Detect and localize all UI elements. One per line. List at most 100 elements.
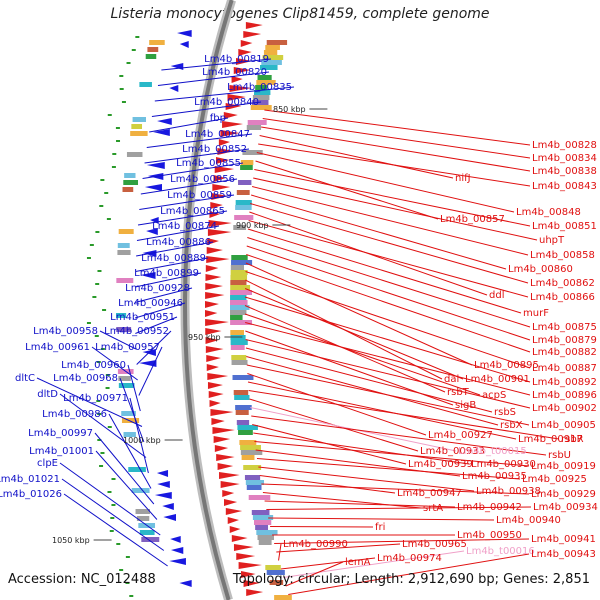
cog-category-block: [240, 450, 263, 455]
right-gene-label: dal: [444, 374, 459, 385]
misc-feature-mark: [105, 387, 110, 389]
misc-feature-mark: [105, 374, 110, 376]
left-label-line: [135, 257, 209, 272]
right-gene-label: srtA: [423, 503, 443, 514]
plus-strand-gene-arrow: [217, 463, 234, 470]
minus-strand-gene-arrow: [140, 272, 156, 279]
cog-category-block: [254, 520, 272, 525]
left-label-line: [146, 133, 253, 148]
right-label-line: [280, 557, 376, 570]
left-label-line: [95, 450, 158, 520]
misc-feature-mark: [121, 101, 126, 103]
right-gene-label: Lm4b_00902: [532, 403, 597, 414]
cog-category-block: [230, 345, 245, 350]
cog-category-block: [274, 595, 292, 600]
right-label-line: [261, 126, 531, 172]
right-label-line: [253, 432, 470, 465]
cog-category-block: [234, 395, 250, 400]
left-gene-label: Lm4b_00971: [63, 393, 128, 404]
cog-category-block: [233, 390, 249, 395]
misc-feature-mark: [107, 114, 112, 116]
right-gene-label: uhpT: [539, 235, 565, 246]
right-gene-label: Lm4b_00866: [530, 292, 595, 303]
plus-strand-gene-arrow: [205, 310, 218, 317]
plus-strand-gene-arrow: [212, 427, 235, 434]
left-gene-label: Lm4b_00852: [182, 144, 247, 155]
right-gene-label: rsbS: [494, 407, 516, 418]
cog-category-block: [244, 475, 261, 480]
left-label-line: [63, 493, 168, 567]
right-label-line: [258, 143, 531, 187]
misc-feature-mark: [104, 192, 109, 194]
plus-strand-gene-arrow: [207, 238, 219, 245]
cog-category-block: [245, 480, 265, 485]
scale-tick-label: 1000 kbp: [123, 436, 161, 445]
right-gene-label: Lm4b_00935: [462, 471, 527, 482]
plus-strand-gene-arrow: [207, 382, 223, 389]
left-gene-label: Lm4b_00997: [28, 428, 93, 439]
right-label-line: [278, 543, 282, 561]
right-label-line: [285, 561, 344, 587]
cog-category-block: [123, 432, 136, 437]
plus-strand-gene-arrow: [213, 175, 226, 182]
right-label-line: [270, 526, 374, 528]
plus-strand-gene-arrow: [240, 40, 253, 47]
cog-category-block: [255, 525, 269, 530]
plus-strand-gene-arrow: [205, 265, 219, 272]
right-label-line: [256, 458, 521, 480]
left-gene-label: Lm4b_00968: [53, 373, 118, 384]
cog-category-block: [230, 315, 243, 320]
left-label-line: [161, 58, 272, 71]
right-label-line: [250, 203, 529, 284]
minus-strand-gene-arrow: [146, 228, 158, 235]
minus-strand-gene-arrow: [154, 492, 172, 499]
misc-feature-mark: [119, 88, 124, 90]
right-label-line: [254, 169, 531, 227]
right-gene-label: Lm4b_00843: [532, 181, 597, 192]
cog-category-block: [234, 215, 254, 220]
cog-category-block: [118, 376, 131, 381]
cog-category-block: [122, 187, 134, 192]
right-gene-label: rsbR: [561, 434, 584, 445]
right-gene-label: Lm4b_00879: [532, 335, 597, 346]
cog-category-block: [255, 85, 268, 90]
misc-feature-mark: [97, 270, 102, 272]
scale-tick-label: 900 kbp: [236, 221, 269, 230]
left-gene-label: Lm4b_00986: [42, 409, 107, 420]
misc-feature-mark: [125, 556, 130, 558]
plus-strand-gene-arrow: [212, 184, 231, 191]
cog-category-block: [236, 190, 250, 195]
minus-strand-gene-arrow: [169, 85, 179, 92]
plus-strand-gene-arrow: [229, 85, 252, 92]
cog-category-block: [243, 465, 262, 470]
right-gene-label: Lm4b_00950: [457, 530, 522, 541]
left-label-line: [138, 346, 163, 396]
plus-strand-gene-arrow: [225, 103, 242, 110]
misc-feature-mark: [119, 75, 124, 77]
plus-strand-gene-arrow: [205, 337, 219, 344]
right-gene-label: nifJ: [455, 173, 471, 184]
right-gene-label: Lm4b_t00015: [458, 446, 527, 457]
accession-text: Accession: NC_012488: [8, 572, 156, 587]
plus-strand-gene-arrow: [218, 139, 230, 146]
right-gene-label: sigB: [455, 400, 476, 411]
cog-category-block: [256, 530, 278, 535]
cog-category-block: [235, 405, 252, 410]
misc-feature-mark: [99, 205, 104, 207]
plus-strand-gene-arrow: [206, 364, 219, 371]
right-label-line: [245, 262, 473, 366]
plus-strand-gene-arrow: [210, 202, 223, 209]
topology-text: Topology: circular; Length: 2,912,690 bp…: [232, 572, 590, 587]
left-gene-label: Lm4b_01001: [29, 446, 94, 457]
plus-strand-gene-arrow: [205, 328, 222, 335]
backbone-layer: [180, 0, 236, 600]
misc-feature-mark: [109, 530, 114, 532]
plus-strand-gene-arrow: [245, 22, 263, 29]
plus-strand-gene-arrow: [205, 346, 224, 353]
plus-strand-gene-arrow: [227, 94, 246, 101]
misc-feature-mark: [89, 244, 94, 246]
cog-category-block: [128, 467, 146, 472]
right-gene-label: Lm4b_00875: [532, 322, 597, 333]
right-gene-label: Lm4b_00990: [283, 539, 348, 550]
plus-strand-gene-arrow: [205, 274, 222, 281]
